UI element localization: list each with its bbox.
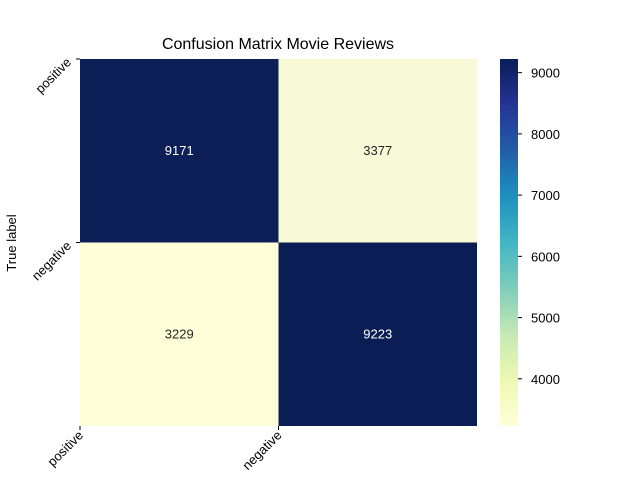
y-axis-label: True label: [4, 214, 19, 271]
cell-positive-positive: [80, 59, 279, 243]
colorbar-tick-label: 8000: [531, 127, 560, 142]
colorbar-tick-label: 4000: [531, 372, 560, 387]
cell-value-label: 9223: [363, 326, 392, 341]
y-tick-label: positive: [32, 55, 74, 97]
colorbar-ticks: 4000 5000 6000 7000 8000 9000: [518, 66, 560, 387]
cell-positive-negative: [278, 59, 477, 243]
cell-negative-positive: [80, 242, 279, 426]
cell-negative-negative: [278, 242, 477, 426]
colorbar-tick-label: 9000: [531, 66, 560, 81]
cell-value-label: 3377: [363, 143, 392, 158]
x-tick-label: negative: [239, 428, 284, 473]
chart-title: Confusion Matrix Movie Reviews: [162, 36, 394, 53]
x-tick-label: positive: [44, 428, 86, 470]
colorbar: [500, 59, 518, 426]
cell-value-label: 3229: [165, 326, 194, 341]
y-tick-label: negative: [29, 238, 74, 283]
cell-value-label: 9171: [165, 143, 194, 158]
colorbar-tick-label: 7000: [531, 188, 560, 203]
colorbar-tick-label: 6000: [531, 249, 560, 264]
colorbar-tick-label: 5000: [531, 311, 560, 326]
heatmap-cells: 9171 3377 3229 9223: [80, 59, 477, 426]
